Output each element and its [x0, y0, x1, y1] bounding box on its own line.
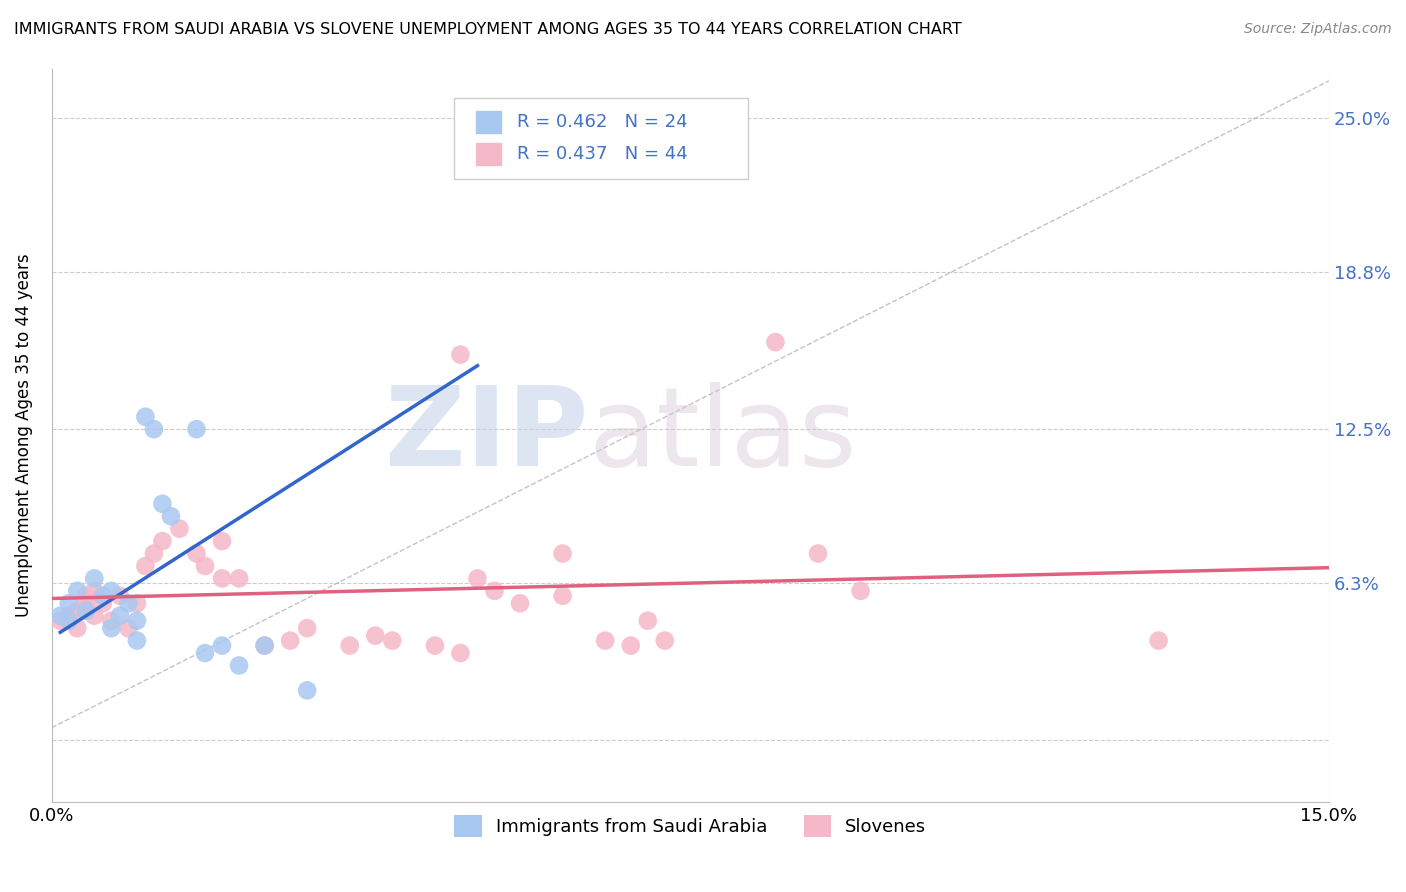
Point: [58, 614, 80, 628]
Point: [807, 547, 830, 561]
Point: [91, 596, 114, 610]
Point: [295, 683, 318, 698]
Point: [83, 583, 105, 598]
Point: [509, 596, 531, 610]
Point: [211, 571, 233, 585]
Text: R = 0.462   N = 24: R = 0.462 N = 24: [516, 113, 688, 131]
Text: Source: ZipAtlas.com: Source: ZipAtlas.com: [1244, 22, 1392, 37]
Point: [134, 409, 156, 424]
Point: [620, 639, 643, 653]
Point: [211, 534, 233, 549]
Point: [467, 124, 489, 138]
Point: [100, 621, 122, 635]
Text: IMMIGRANTS FROM SAUDI ARABIA VS SLOVENE UNEMPLOYMENT AMONG AGES 35 TO 44 YEARS C: IMMIGRANTS FROM SAUDI ARABIA VS SLOVENE …: [14, 22, 962, 37]
Point: [449, 347, 471, 361]
Point: [75, 589, 97, 603]
Point: [278, 633, 301, 648]
Text: ZIP: ZIP: [385, 382, 588, 489]
Point: [152, 534, 174, 549]
Point: [142, 547, 165, 561]
Point: [381, 633, 404, 648]
Point: [58, 596, 80, 610]
Point: [849, 583, 872, 598]
Point: [186, 422, 208, 436]
Point: [125, 596, 148, 610]
Point: [83, 608, 105, 623]
Point: [49, 614, 72, 628]
Point: [1147, 633, 1170, 648]
Point: [228, 571, 250, 585]
Point: [253, 639, 276, 653]
Legend: Immigrants from Saudi Arabia, Slovenes: Immigrants from Saudi Arabia, Slovenes: [447, 808, 934, 845]
Bar: [475, 112, 502, 133]
Bar: [475, 144, 502, 165]
Point: [108, 589, 131, 603]
Text: R = 0.437   N = 44: R = 0.437 N = 44: [516, 145, 688, 163]
Point: [125, 633, 148, 648]
Point: [637, 614, 659, 628]
Point: [194, 646, 217, 660]
Point: [449, 646, 471, 660]
Point: [134, 559, 156, 574]
Point: [593, 633, 616, 648]
Point: [108, 608, 131, 623]
Y-axis label: Unemployment Among Ages 35 to 44 years: Unemployment Among Ages 35 to 44 years: [15, 253, 32, 617]
Point: [765, 335, 787, 350]
Point: [295, 621, 318, 635]
Point: [253, 639, 276, 653]
Point: [66, 604, 89, 618]
Point: [75, 604, 97, 618]
Point: [83, 571, 105, 585]
Point: [117, 621, 139, 635]
Point: [152, 497, 174, 511]
Point: [125, 614, 148, 628]
Point: [75, 596, 97, 610]
Point: [339, 639, 361, 653]
Point: [211, 639, 233, 653]
Point: [100, 583, 122, 598]
Text: atlas: atlas: [588, 382, 856, 489]
Point: [186, 547, 208, 561]
Point: [66, 583, 89, 598]
Point: [654, 633, 676, 648]
Point: [194, 559, 217, 574]
Point: [49, 608, 72, 623]
Point: [551, 547, 574, 561]
Point: [91, 589, 114, 603]
Point: [467, 571, 489, 585]
Point: [142, 422, 165, 436]
Point: [58, 608, 80, 623]
Point: [100, 614, 122, 628]
Point: [160, 509, 183, 524]
Point: [484, 583, 506, 598]
Point: [423, 639, 446, 653]
Point: [364, 629, 387, 643]
Point: [169, 522, 191, 536]
FancyBboxPatch shape: [454, 98, 748, 178]
Point: [66, 621, 89, 635]
Point: [117, 596, 139, 610]
Point: [228, 658, 250, 673]
Point: [551, 589, 574, 603]
